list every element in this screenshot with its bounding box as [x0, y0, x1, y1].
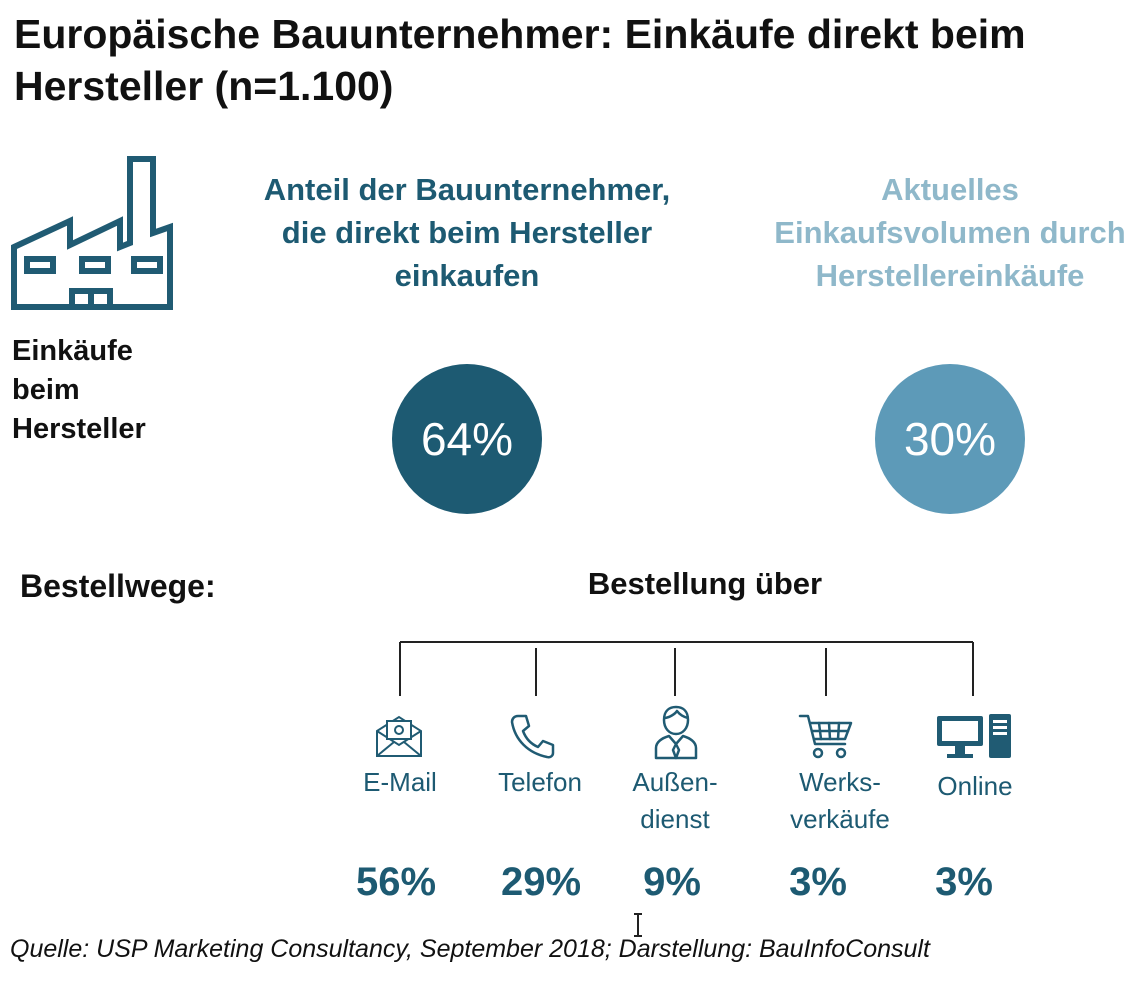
volume-circle: 30% [875, 364, 1025, 514]
text-cursor-icon [634, 913, 642, 937]
source-note: Quelle: USP Marketing Consultancy, Septe… [10, 935, 930, 963]
page-title: Europäische Bauunternehmer: Einkäufe dir… [14, 11, 1026, 109]
volume-heading: Aktuelles Einkaufsvolumen durch Herstell… [774, 172, 1126, 293]
section-label-bestellwege: Bestellwege: [20, 568, 216, 604]
channel-value-online: 3% [935, 860, 993, 904]
channel-value-werksverkaeufe: 3% [789, 860, 847, 904]
sales-rep-icon [654, 705, 698, 760]
channel-value-aussendienst: 9% [643, 860, 701, 904]
computer-icon [937, 714, 1011, 758]
channel-name-aussendienst: Außen-dienst [610, 764, 740, 838]
shopping-cart-icon [798, 714, 853, 759]
phone-icon [510, 714, 555, 759]
channel-name-online: Online [937, 771, 1013, 801]
channel-value-email: 56% [355, 860, 437, 904]
share-heading: Anteil der Bauunternehmer, die direkt be… [263, 172, 671, 293]
share-circle: 64% [392, 364, 542, 514]
channel-name-telefon: Telefon [498, 767, 582, 797]
channel-name-email: E-Mail [363, 767, 437, 797]
factory-label: Einkäufe beim Hersteller [12, 335, 146, 445]
tree-title: Bestellung über [587, 566, 823, 601]
factory-icon [11, 156, 173, 310]
werksverkaeufe-label: Werks-verkäufe [790, 767, 890, 834]
email-icon [376, 715, 422, 757]
channel-name-werksverkaeufe: Werks-verkäufe [770, 764, 910, 838]
aussendienst-label: Außen-dienst [632, 767, 718, 834]
channel-value-telefon: 29% [500, 860, 582, 904]
